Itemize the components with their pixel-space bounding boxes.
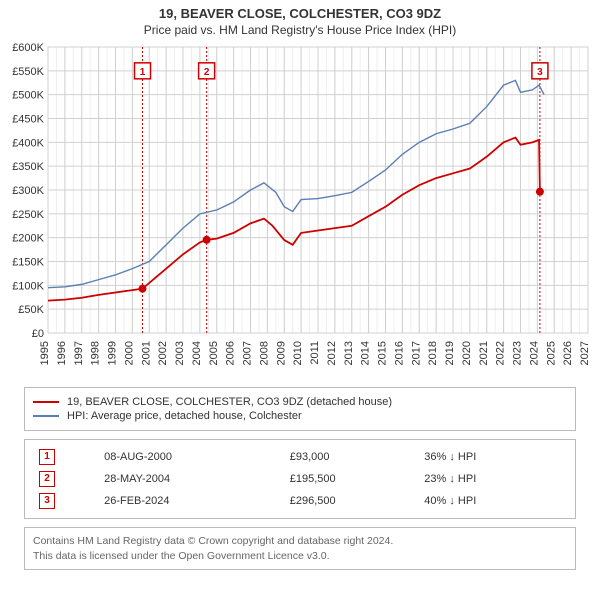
x-tick-label: 2027	[579, 341, 591, 365]
event-marker-icon: 3	[39, 493, 55, 509]
event-price: £93,000	[284, 446, 419, 468]
legend-swatch	[33, 401, 59, 403]
legend: 19, BEAVER CLOSE, COLCHESTER, CO3 9DZ (d…	[24, 387, 576, 431]
x-tick-label: 1996	[56, 341, 68, 365]
x-tick-label: 2007	[242, 341, 254, 365]
y-tick-label: £200K	[12, 233, 44, 245]
x-tick-label: 2019	[444, 341, 456, 365]
x-tick-label: 1995	[39, 341, 51, 365]
event-price: £296,500	[284, 490, 419, 512]
y-tick-label: £50K	[18, 304, 44, 316]
event-delta: 23% ↓ HPI	[418, 468, 567, 490]
x-tick-label: 2012	[326, 341, 338, 365]
x-tick-label: 2018	[427, 341, 439, 365]
y-tick-label: £250K	[12, 209, 44, 221]
event-marker-icon: 2	[39, 471, 55, 487]
y-tick-label: £150K	[12, 257, 44, 269]
x-tick-label: 2016	[393, 341, 405, 365]
event-row: 2 28-MAY-2004£195,50023% ↓ HPI	[33, 468, 567, 490]
chart-svg: 1995 1996 1997 1998 1999 2000 2001 2002 2003 2004…	[0, 39, 600, 379]
chart: 1995 1996 1997 1998 1999 2000 2001 2002 2003 2004…	[0, 39, 600, 379]
x-tick-label: 2000	[123, 341, 135, 365]
x-tick-label: 2011	[309, 341, 321, 365]
x-tick-label: 2023	[512, 341, 524, 365]
y-tick-label: £450K	[12, 114, 44, 126]
y-tick-label: £400K	[12, 137, 44, 149]
x-tick-label: 2015	[377, 341, 389, 365]
x-tick-label: 2014	[360, 341, 372, 365]
x-tick-label: 2024	[528, 341, 540, 365]
x-tick-label: 2003	[174, 341, 186, 365]
y-tick-label: £100K	[12, 280, 44, 292]
x-tick-label: 1998	[90, 341, 102, 365]
event-delta: 36% ↓ HPI	[418, 446, 567, 468]
events-table: 1 08-AUG-2000£93,00036% ↓ HPI 2 28-MAY-2004…	[24, 439, 576, 519]
event-row: 3 26-FEB-2024£296,50040% ↓ HPI	[33, 490, 567, 512]
event-price: £195,500	[284, 468, 419, 490]
x-tick-label: 2025	[545, 341, 557, 365]
event-marker-number: 1	[140, 67, 146, 78]
footer-line-2: This data is licensed under the Open Gov…	[33, 549, 567, 564]
title-main: 19, BEAVER CLOSE, COLCHESTER, CO3 9DZ	[0, 6, 600, 21]
x-tick-label: 1997	[73, 341, 85, 365]
legend-label: 19, BEAVER CLOSE, COLCHESTER, CO3 9DZ (d…	[67, 396, 392, 408]
y-tick-label: £500K	[12, 90, 44, 102]
title-block: 19, BEAVER CLOSE, COLCHESTER, CO3 9DZ Pr…	[0, 0, 600, 39]
legend-row: HPI: Average price, detached house, Colc…	[33, 410, 567, 422]
x-tick-label: 2013	[343, 341, 355, 365]
event-marker-number: 2	[204, 67, 210, 78]
event-date: 28-MAY-2004	[98, 468, 284, 490]
event-point	[536, 188, 544, 196]
y-tick-label: £350K	[12, 161, 44, 173]
legend-swatch	[33, 415, 59, 417]
y-tick-label: £300K	[12, 185, 44, 197]
event-date: 26-FEB-2024	[98, 490, 284, 512]
x-tick-label: 1999	[107, 341, 119, 365]
event-date: 08-AUG-2000	[98, 446, 284, 468]
y-tick-label: £0	[32, 328, 44, 340]
y-tick-label: £600K	[12, 42, 44, 54]
x-tick-label: 2022	[495, 341, 507, 365]
x-tick-label: 2004	[191, 341, 203, 365]
x-tick-label: 2005	[208, 341, 220, 365]
x-tick-label: 2017	[410, 341, 422, 365]
x-tick-label: 2010	[292, 341, 304, 365]
y-tick-label: £550K	[12, 66, 44, 78]
x-tick-label: 2021	[478, 341, 490, 365]
legend-label: HPI: Average price, detached house, Colc…	[67, 410, 302, 422]
legend-row: 19, BEAVER CLOSE, COLCHESTER, CO3 9DZ (d…	[33, 396, 567, 408]
event-point	[139, 285, 147, 293]
x-tick-label: 2008	[258, 341, 270, 365]
x-tick-label: 2006	[225, 341, 237, 365]
x-tick-label: 2001	[140, 341, 152, 365]
event-delta: 40% ↓ HPI	[418, 490, 567, 512]
event-marker-number: 3	[537, 67, 543, 78]
footer: Contains HM Land Registry data © Crown c…	[24, 527, 576, 570]
event-row: 1 08-AUG-2000£93,00036% ↓ HPI	[33, 446, 567, 468]
x-tick-label: 2002	[157, 341, 169, 365]
x-tick-label: 2009	[275, 341, 287, 365]
x-tick-label: 2020	[461, 341, 473, 365]
event-marker-icon: 1	[39, 449, 55, 465]
footer-line-1: Contains HM Land Registry data © Crown c…	[33, 534, 567, 549]
x-tick-label: 2026	[562, 341, 574, 365]
title-sub: Price paid vs. HM Land Registry's House …	[0, 23, 600, 37]
event-point	[203, 236, 211, 244]
